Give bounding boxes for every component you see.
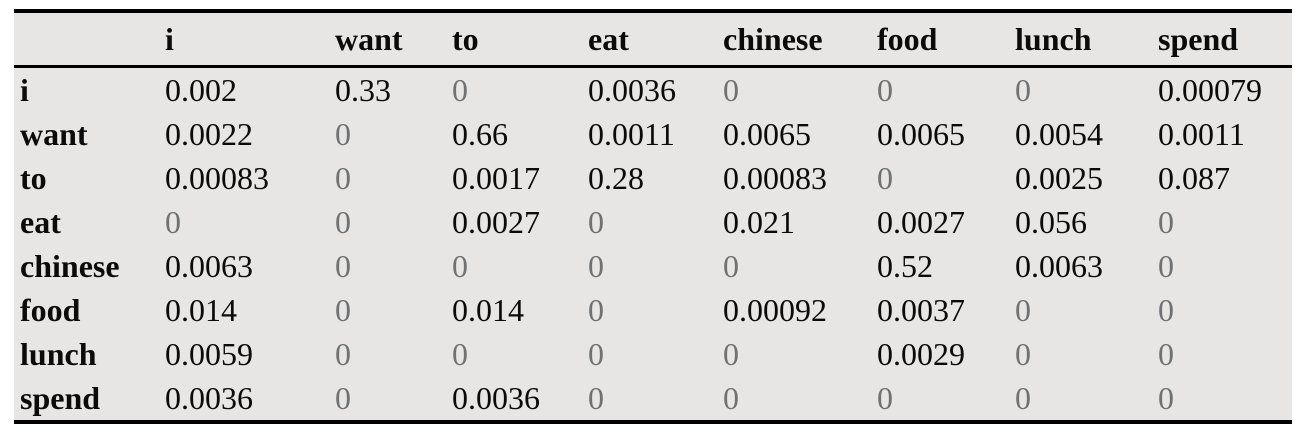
cell-to-spend: 0.087 <box>1158 160 1230 196</box>
cell-spend-food: 0 <box>877 380 893 416</box>
cell-eat-i: 0 <box>165 204 181 240</box>
cell-spend-lunch: 0 <box>1015 380 1031 416</box>
row-label-want: want <box>20 116 88 152</box>
cell-want-spend: 0.0011 <box>1158 116 1245 152</box>
cell-chinese-eat: 0 <box>588 248 604 284</box>
cell-i-to: 0 <box>452 72 468 108</box>
cell-to-i: 0.00083 <box>165 160 269 196</box>
cell-eat-to: 0.0027 <box>452 204 540 240</box>
column-header-spend: spend <box>1152 11 1292 68</box>
cell-i-i: 0.002 <box>165 72 237 108</box>
cell-i-spend: 0.00079 <box>1158 72 1262 108</box>
cell-i-eat: 0.0036 <box>588 72 676 108</box>
cell-want-want: 0 <box>335 116 351 152</box>
cell-to-food: 0 <box>877 160 893 196</box>
cell-eat-lunch: 0.056 <box>1015 204 1087 240</box>
cell-spend-spend: 0 <box>1158 380 1174 416</box>
cell-lunch-food: 0.0029 <box>877 336 965 372</box>
bigram-table-figure: i want to eat chinese food lunch spend i 0.002 0.… <box>14 9 1292 424</box>
cell-food-food: 0.0037 <box>877 292 965 328</box>
table-row-i: i 0.002 0.33 0 0.0036 0 0 0 0.00079 <box>14 67 1292 113</box>
cell-want-food: 0.0065 <box>877 116 965 152</box>
cell-eat-spend: 0 <box>1158 204 1174 240</box>
cell-chinese-i: 0.0063 <box>165 248 253 284</box>
column-header-food: food <box>871 11 1009 68</box>
cell-want-eat: 0.0011 <box>588 116 675 152</box>
cell-food-eat: 0 <box>588 292 604 328</box>
column-header-to: to <box>446 11 582 68</box>
cell-lunch-i: 0.0059 <box>165 336 253 372</box>
table-row-chinese: chinese 0.0063 0 0 0 0 0.52 0.0063 0 <box>14 244 1292 288</box>
cell-spend-i: 0.0036 <box>165 380 253 416</box>
row-label-chinese: chinese <box>20 248 120 284</box>
corner-cell <box>14 11 159 68</box>
cell-lunch-want: 0 <box>335 336 351 372</box>
table-row-want: want 0.0022 0 0.66 0.0011 0.0065 0.0065 0.0054 0… <box>14 112 1292 156</box>
cell-chinese-want: 0 <box>335 248 351 284</box>
column-header-lunch: lunch <box>1009 11 1152 68</box>
column-header-i: i <box>159 11 329 68</box>
cell-eat-chinese: 0.021 <box>723 204 795 240</box>
cell-to-to: 0.0017 <box>452 160 540 196</box>
cell-want-lunch: 0.0054 <box>1015 116 1103 152</box>
cell-food-to: 0.014 <box>452 292 524 328</box>
row-label-i: i <box>20 72 29 108</box>
table-row-lunch: lunch 0.0059 0 0 0 0 0.0029 0 0 <box>14 332 1292 376</box>
cell-want-to: 0.66 <box>452 116 508 152</box>
cell-chinese-spend: 0 <box>1158 248 1174 284</box>
row-label-lunch: lunch <box>20 336 97 372</box>
cell-spend-chinese: 0 <box>723 380 739 416</box>
cell-eat-want: 0 <box>335 204 351 240</box>
cell-chinese-to: 0 <box>452 248 468 284</box>
cell-spend-want: 0 <box>335 380 351 416</box>
table-header: i want to eat chinese food lunch spend <box>14 11 1292 68</box>
row-label-spend: spend <box>20 380 101 416</box>
cell-lunch-lunch: 0 <box>1015 336 1031 372</box>
cell-eat-food: 0.0027 <box>877 204 965 240</box>
column-header-eat: eat <box>582 11 717 68</box>
row-label-food: food <box>20 292 81 328</box>
cell-spend-eat: 0 <box>588 380 604 416</box>
cell-lunch-eat: 0 <box>588 336 604 372</box>
cell-to-chinese: 0.00083 <box>723 160 827 196</box>
table-row-spend: spend 0.0036 0 0.0036 0 0 0 0 0 <box>14 376 1292 422</box>
cell-want-i: 0.0022 <box>165 116 253 152</box>
cell-eat-eat: 0 <box>588 204 604 240</box>
cell-food-chinese: 0.00092 <box>723 292 827 328</box>
cell-i-lunch: 0 <box>1015 72 1031 108</box>
column-header-chinese: chinese <box>717 11 871 68</box>
cell-lunch-to: 0 <box>452 336 468 372</box>
bigram-probability-table: i want to eat chinese food lunch spend i 0.002 0.… <box>14 9 1292 424</box>
cell-want-chinese: 0.0065 <box>723 116 811 152</box>
cell-to-eat: 0.28 <box>588 160 644 196</box>
cell-to-lunch: 0.0025 <box>1015 160 1103 196</box>
cell-lunch-spend: 0 <box>1158 336 1174 372</box>
column-header-want: want <box>329 11 446 68</box>
cell-spend-to: 0.0036 <box>452 380 540 416</box>
table-row-to: to 0.00083 0 0.0017 0.28 0.00083 0 0.0025 0.087 <box>14 156 1292 200</box>
cell-i-chinese: 0 <box>723 72 739 108</box>
cell-food-lunch: 0 <box>1015 292 1031 328</box>
cell-food-i: 0.014 <box>165 292 237 328</box>
cell-i-want: 0.33 <box>335 72 391 108</box>
cell-lunch-chinese: 0 <box>723 336 739 372</box>
cell-food-want: 0 <box>335 292 351 328</box>
row-label-to: to <box>20 160 47 196</box>
header-row: i want to eat chinese food lunch spend <box>14 11 1292 68</box>
cell-chinese-lunch: 0.0063 <box>1015 248 1103 284</box>
cell-i-food: 0 <box>877 72 893 108</box>
cell-chinese-chinese: 0 <box>723 248 739 284</box>
cell-chinese-food: 0.52 <box>877 248 933 284</box>
cell-to-want: 0 <box>335 160 351 196</box>
table-row-eat: eat 0 0 0.0027 0 0.021 0.0027 0.056 0 <box>14 200 1292 244</box>
table-row-food: food 0.014 0 0.014 0 0.00092 0.0037 0 0 <box>14 288 1292 332</box>
cell-food-spend: 0 <box>1158 292 1174 328</box>
row-label-eat: eat <box>20 204 61 240</box>
table-body: i 0.002 0.33 0 0.0036 0 0 0 0.00079 want 0.0022 0 0.… <box>14 67 1292 423</box>
